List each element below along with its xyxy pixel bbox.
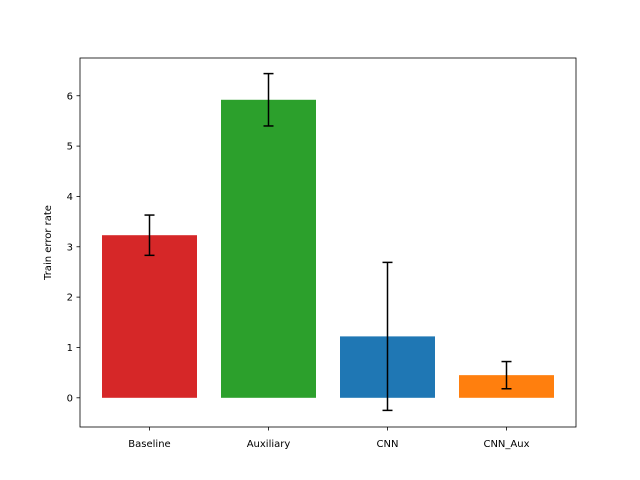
- x-axis-ticks: Baseline Auxiliary CNN CNN_Aux: [128, 427, 530, 450]
- y-tick-label: 0: [67, 393, 73, 404]
- y-tick-label: 4: [67, 192, 73, 203]
- plot-frame: [79, 57, 577, 428]
- y-tick-label: 5: [67, 142, 73, 153]
- x-tick-label: CNN: [377, 439, 399, 450]
- y-tick-label: 1: [67, 343, 73, 354]
- bar-baseline: [102, 235, 197, 398]
- x-tick-label: Auxiliary: [247, 439, 291, 450]
- x-tick-label: Baseline: [128, 439, 170, 450]
- x-tick-label: CNN_Aux: [483, 439, 529, 450]
- y-tick-label: 6: [67, 91, 73, 102]
- y-tick-label: 3: [67, 242, 73, 253]
- y-tick-label: 2: [67, 293, 73, 304]
- errorbars-layer: [144, 72, 512, 412]
- y-axis-label: Train error rate: [43, 205, 54, 281]
- bar-auxiliary: [221, 99, 316, 398]
- y-axis-ticks: 0 1 2 3 4 5 6: [67, 91, 80, 404]
